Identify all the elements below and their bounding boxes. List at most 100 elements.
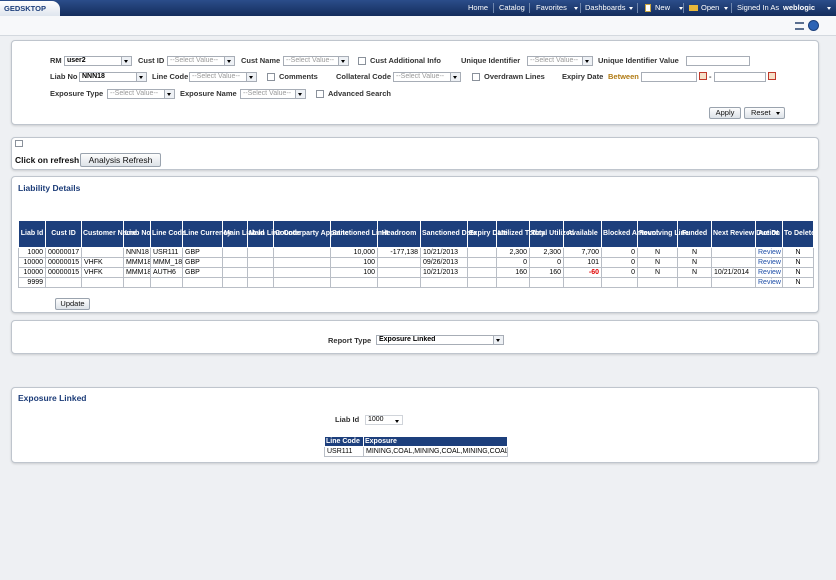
review-link[interactable]: Review	[755, 247, 783, 258]
date-input[interactable]	[714, 72, 766, 82]
table-cell: 10/21/2014	[711, 267, 756, 278]
report-select[interactable]: Exposure Linked	[376, 335, 504, 345]
table-cell	[273, 257, 331, 268]
menu-arrow	[677, 4, 684, 12]
select-arrow	[224, 57, 234, 65]
collapse-icon[interactable]	[15, 140, 23, 147]
field-label: Liab No	[50, 72, 78, 81]
column-header: Sanctioned Limit	[330, 220, 388, 248]
table-cell: 0	[601, 257, 638, 268]
table-cell: N	[782, 257, 814, 268]
table-cell: USR111	[150, 247, 183, 258]
table-cell	[711, 277, 756, 288]
text-input[interactable]	[686, 56, 750, 66]
table-cell: 10/21/2013	[420, 247, 468, 258]
checkbox[interactable]	[472, 73, 480, 81]
menu-item[interactable]: Dashboards	[585, 3, 626, 12]
table-cell: 9999	[18, 277, 46, 288]
table-cell: MMM_18	[150, 257, 183, 268]
review-link[interactable]: Review	[755, 277, 783, 288]
checkbox[interactable]	[267, 73, 275, 81]
table-cell: GBP	[182, 247, 223, 258]
column-header: Revolving Line	[637, 220, 689, 248]
select-box[interactable]: --Select Value--	[393, 72, 461, 82]
table-cell	[222, 247, 248, 258]
select-box[interactable]: --Select Value--	[167, 56, 235, 66]
table-cell: 100	[330, 257, 378, 268]
checkbox[interactable]	[316, 90, 324, 98]
table-cell	[529, 277, 564, 288]
table-cell	[247, 267, 274, 278]
table-cell	[247, 247, 274, 258]
table-cell: 0	[601, 247, 638, 258]
select-arrow	[450, 73, 460, 81]
field-label: Overdrawn Lines	[484, 72, 545, 81]
menu-separator	[683, 3, 684, 13]
user-name[interactable]: weblogic	[783, 3, 816, 12]
update-button[interactable]: Update	[55, 298, 90, 310]
checkbox[interactable]	[358, 57, 366, 65]
table-cell	[563, 277, 602, 288]
column-header: Exposure	[363, 436, 508, 447]
menu-item[interactable]: Catalog	[499, 3, 525, 12]
review-link[interactable]: Review	[755, 267, 783, 278]
list-icon[interactable]	[795, 22, 804, 30]
column-header: Action	[755, 220, 783, 248]
table-cell	[601, 277, 638, 288]
column-header: Cust ID	[45, 220, 82, 248]
table-cell	[711, 247, 756, 258]
reset-button[interactable]: Reset	[744, 107, 785, 119]
app-tab[interactable]: GEDSKTOP	[0, 1, 60, 16]
filter-panel	[11, 40, 819, 125]
select-box[interactable]: --Select Value--	[283, 56, 349, 66]
select-box[interactable]: user2	[64, 56, 132, 66]
new-icon	[645, 4, 651, 12]
between-label: Between	[608, 72, 639, 81]
field-label: Advanced Search	[328, 89, 391, 98]
section-title: Exposure Linked	[18, 393, 87, 403]
review-link[interactable]: Review	[755, 257, 783, 268]
table-cell	[222, 277, 248, 288]
exposure-table-wrap: Line Code Exposure USR111 MINING,COAL,MININ…	[324, 436, 508, 457]
column-header: Funded	[677, 220, 712, 248]
calendar-icon[interactable]	[768, 72, 776, 80]
select-box[interactable]: --Select Value--	[189, 72, 257, 82]
menu-item[interactable]: New	[655, 3, 671, 12]
select-box[interactable]: --Select Value--	[107, 89, 175, 99]
table-cell: N	[677, 267, 712, 278]
table-cell: MINING,COAL,MINING,COAL,MINING,COAL	[363, 446, 508, 457]
menu-item[interactable]: Favorites	[536, 3, 567, 12]
table-cell	[182, 277, 223, 288]
column-header: Main Liab Id	[222, 220, 264, 248]
column-header: Sanctioned Date	[420, 220, 477, 248]
menu-arrow	[722, 4, 729, 12]
menu-item[interactable]: Open	[701, 3, 720, 12]
table-row: USR111 MINING,COAL,MINING,COAL,MINING,COA…	[324, 446, 508, 457]
table-cell	[677, 277, 712, 288]
refresh-button[interactable]: Analysis Refresh	[80, 153, 161, 167]
liab-select[interactable]: 1000	[365, 415, 403, 425]
table-cell	[496, 277, 530, 288]
column-header: Next Review Due Dt	[711, 220, 779, 248]
column-header: Blocked Amount	[601, 220, 658, 248]
table-cell: N	[637, 257, 678, 268]
refresh-label: Click on refresh	[15, 155, 80, 165]
menu-separator	[580, 3, 581, 13]
field-label: Cust ID	[138, 56, 165, 65]
calendar-icon[interactable]	[699, 72, 707, 80]
help-icon[interactable]	[808, 20, 819, 31]
select-box[interactable]: NNN18	[79, 72, 147, 82]
menu-item[interactable]: Home	[468, 3, 489, 12]
select-box[interactable]: --Select Value--	[527, 56, 593, 66]
table-cell	[467, 247, 497, 258]
table-cell: 2,300	[496, 247, 530, 258]
top-bar	[0, 0, 836, 16]
column-header: Liab Id	[18, 220, 46, 248]
table-cell	[377, 277, 421, 288]
signed-in-label: Signed In As	[737, 3, 780, 12]
table-cell: 10000	[18, 267, 46, 278]
select-arrow	[136, 73, 146, 81]
apply-button[interactable]: Apply	[709, 107, 741, 119]
select-box[interactable]: --Select Value--	[240, 89, 306, 99]
date-input[interactable]	[641, 72, 697, 82]
